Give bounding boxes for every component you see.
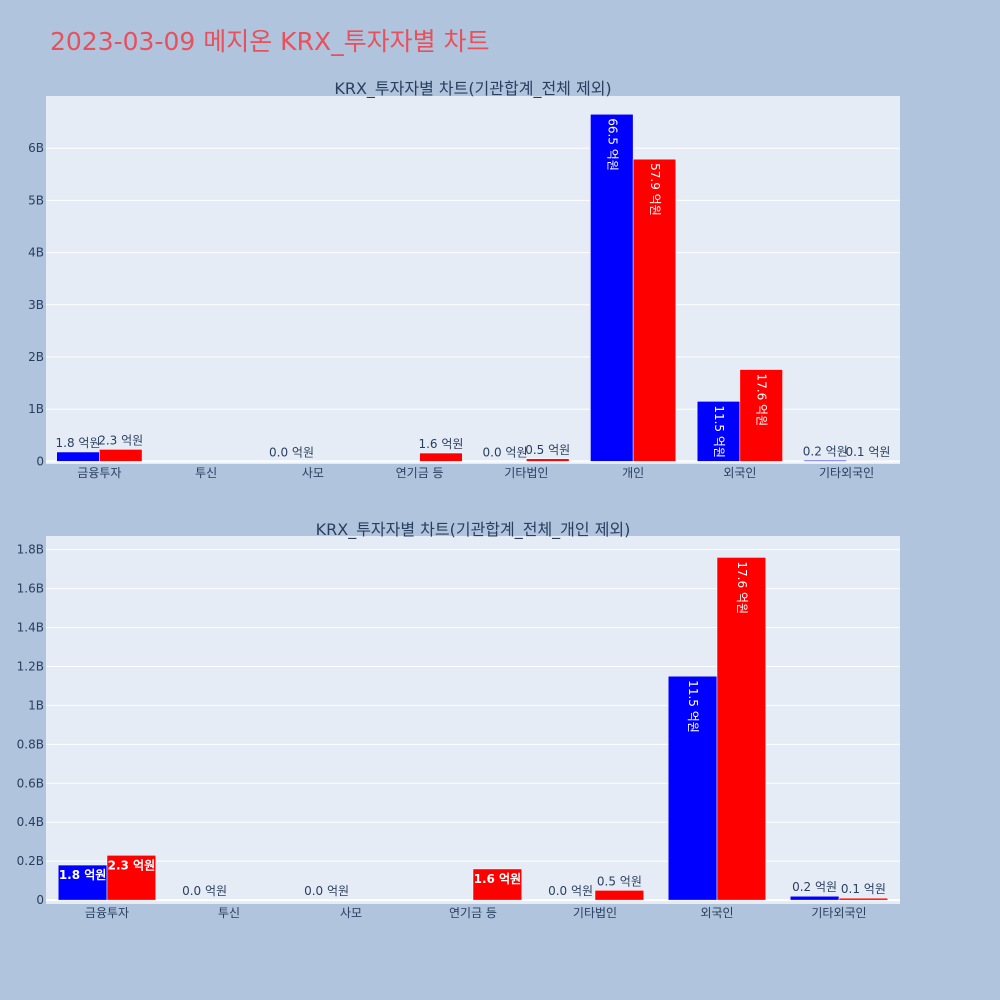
y-tick-label: 1B	[28, 698, 44, 712]
x-tick-label: 사모	[340, 906, 362, 920]
bar	[716, 557, 767, 901]
bar-value-label: 1.6 억원	[474, 872, 522, 886]
bar	[590, 114, 634, 462]
page-title: 2023-03-09 메지온 KRX_투자자별 차트	[50, 27, 490, 56]
plot-background	[46, 536, 900, 904]
bar	[846, 460, 890, 462]
bar-value-label: 11.5 억원	[686, 680, 700, 733]
chart-panel-1: 0 1B 2B 3B 4B 5B 6B KRX_투자자별 차트(기관합계_전체 제외) 금융투자…	[28, 79, 900, 480]
x-tick-label: 기타외국인	[811, 906, 866, 920]
bar-value-label: 1.8 억원	[56, 436, 101, 450]
bar-value-label: 1.8 억원	[59, 868, 107, 882]
bar-value-label: 0.1 억원	[845, 445, 890, 459]
bar-value-label: 11.5 억원	[712, 405, 726, 458]
y-tick-label: 1.6B	[17, 582, 44, 596]
bar-value-label: 0.0 억원	[304, 884, 349, 898]
y-tick-label: 0.4B	[17, 815, 44, 829]
y-tick-label: 1.4B	[17, 621, 44, 635]
bar-value-label: 1.6 억원	[418, 437, 463, 451]
x-tick-label: 외국인	[700, 906, 733, 920]
y-tick-label: 1.2B	[17, 659, 44, 673]
bar-value-label: 0.0 억원	[483, 445, 528, 459]
bar-value-label: 2.3 억원	[98, 433, 143, 447]
bar-value-label: 0.5 억원	[597, 874, 642, 888]
x-tick-label: 연기금 등	[396, 466, 444, 480]
y-tick-label: 0	[36, 893, 44, 907]
bar-value-label: 66.5 억원	[605, 118, 619, 171]
y-tick-label: 6B	[28, 141, 44, 155]
bar	[472, 868, 523, 901]
chart-panel-2: 0 0.2B 0.4B 0.6B 0.8B 1B 1.2B 1.4B 1.6B 1.8B KRX_투…	[17, 520, 900, 920]
bar-value-label: 0.0 억원	[548, 884, 593, 898]
chart-title: KRX_투자자별 차트(기관합계_전체_개인 제외)	[316, 520, 631, 540]
bar	[99, 449, 143, 462]
bar	[419, 452, 463, 462]
y-tick-label: 0.2B	[17, 854, 44, 868]
bar	[696, 401, 741, 462]
bar	[789, 895, 840, 901]
bar	[106, 855, 157, 901]
y-tick-label: 1B	[28, 402, 44, 416]
x-tick-label: 금융투자	[85, 906, 129, 920]
y-tick-label: 0.6B	[17, 776, 44, 790]
y-tick-label: 1.8B	[17, 543, 44, 557]
y-tick-label: 0.8B	[17, 737, 44, 751]
x-tick-label: 개인	[622, 466, 644, 480]
x-tick-label: 외국인	[723, 466, 756, 480]
bar-value-label: 0.2 억원	[803, 444, 848, 458]
bar-value-label: 0.1 억원	[841, 882, 886, 896]
bar-value-label: 57.9 억원	[648, 163, 662, 216]
bar	[594, 890, 645, 901]
bar-value-label: 0.0 억원	[269, 445, 314, 459]
x-tick-label: 투신	[218, 906, 240, 920]
bar	[57, 864, 108, 901]
y-tick-label: 5B	[28, 193, 44, 207]
x-tick-label: 기타법인	[573, 906, 617, 920]
bar	[526, 458, 570, 462]
x-tick-label: 연기금 등	[449, 906, 497, 920]
bar	[667, 675, 718, 901]
y-tick-label: 2B	[28, 350, 44, 364]
bar-value-label: 2.3 억원	[108, 858, 156, 872]
x-tick-label: 기타법인	[504, 466, 548, 480]
bar	[803, 460, 847, 462]
bar-value-label: 0.2 억원	[792, 880, 837, 894]
bar-value-label: 0.0 억원	[182, 884, 227, 898]
x-tick-label: 투신	[195, 466, 217, 480]
y-tick-label: 3B	[28, 298, 44, 312]
y-tick-label: 4B	[28, 246, 44, 260]
bar-value-label: 0.5 억원	[525, 443, 570, 457]
bar-value-label: 17.6 억원	[735, 561, 749, 614]
x-tick-label: 기타외국인	[819, 466, 874, 480]
bar	[739, 369, 783, 462]
bar	[56, 451, 100, 462]
bar	[632, 158, 677, 462]
bar	[838, 897, 889, 901]
y-tick-label: 0	[36, 454, 44, 468]
chart-title: KRX_투자자별 차트(기관합계_전체 제외)	[334, 79, 611, 99]
x-tick-label: 사모	[302, 466, 324, 480]
x-tick-label: 금융투자	[77, 466, 121, 480]
bar-value-label: 17.6 억원	[755, 374, 769, 427]
